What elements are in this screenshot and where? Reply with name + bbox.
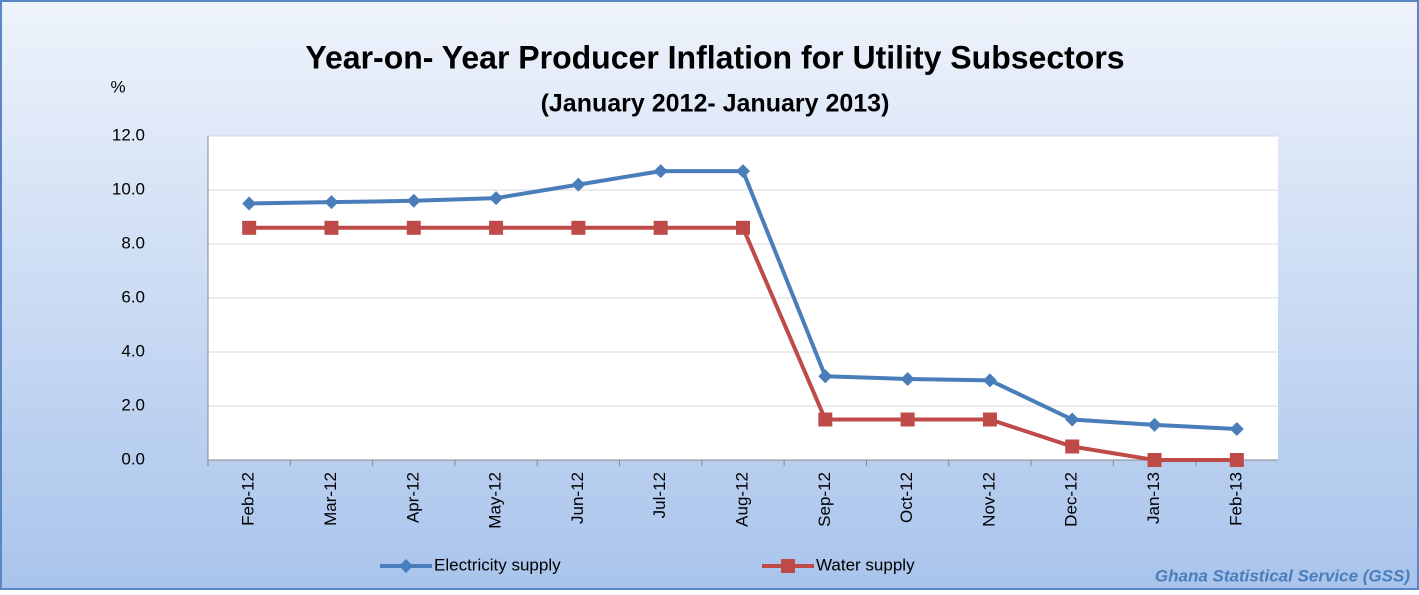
marker bbox=[900, 372, 915, 386]
chart-subtitle: (January 2012- January 2013) bbox=[541, 90, 890, 118]
marker bbox=[242, 220, 257, 235]
legend-label: Electricity supply bbox=[434, 555, 561, 574]
x-tick-label: Jul-12 bbox=[650, 472, 669, 518]
marker bbox=[653, 220, 668, 235]
marker bbox=[571, 220, 586, 235]
y-tick-label: 6.0 bbox=[121, 287, 145, 306]
x-tick-label: Nov-12 bbox=[979, 472, 998, 527]
y-tick-label: 2.0 bbox=[121, 395, 145, 414]
marker bbox=[406, 220, 421, 235]
legend-label: Water supply bbox=[816, 555, 915, 574]
x-tick-label: Oct-12 bbox=[897, 472, 916, 523]
legend-marker bbox=[399, 559, 413, 573]
x-tick-label: Apr-12 bbox=[403, 472, 422, 523]
x-tick-label: Mar-12 bbox=[321, 472, 340, 526]
y-tick-label: 10.0 bbox=[112, 179, 145, 198]
marker bbox=[489, 220, 504, 235]
x-tick-label: Dec-12 bbox=[1062, 472, 1081, 527]
marker bbox=[982, 373, 997, 388]
marker bbox=[736, 220, 750, 235]
marker bbox=[324, 220, 339, 235]
marker bbox=[1147, 417, 1162, 432]
y-tick-label: 12.0 bbox=[112, 125, 145, 144]
x-tick-label: Sep-12 bbox=[815, 472, 834, 527]
marker bbox=[406, 193, 421, 208]
marker bbox=[1065, 412, 1080, 427]
x-tick-label: Feb-13 bbox=[1226, 472, 1245, 526]
x-tick-label: May-12 bbox=[486, 472, 505, 529]
marker bbox=[324, 195, 339, 210]
marker bbox=[818, 412, 833, 427]
x-tick-label: Jan-13 bbox=[1144, 472, 1163, 524]
marker bbox=[736, 164, 750, 179]
source: Ghana Statistical Service (GSS) bbox=[1155, 566, 1410, 585]
marker bbox=[1229, 421, 1244, 436]
marker bbox=[571, 177, 586, 192]
x-tick-label: Aug-12 bbox=[732, 472, 751, 527]
chart-title: Year-on- Year Producer Inflation for Uti… bbox=[305, 39, 1124, 75]
marker bbox=[242, 196, 257, 211]
marker bbox=[982, 412, 997, 427]
x-tick-label: Jun-12 bbox=[568, 472, 587, 524]
legend-marker bbox=[781, 559, 795, 573]
x-tick-label: Feb-12 bbox=[239, 472, 258, 526]
marker bbox=[1229, 453, 1244, 467]
marker bbox=[1147, 453, 1162, 467]
marker bbox=[818, 369, 833, 384]
marker bbox=[1065, 439, 1080, 454]
y-tick-label: 0.0 bbox=[121, 449, 145, 468]
marker bbox=[489, 191, 504, 206]
y-tick-label: 4.0 bbox=[121, 341, 145, 360]
marker bbox=[900, 412, 915, 427]
y-tick-label: 8.0 bbox=[121, 233, 145, 252]
marker bbox=[653, 164, 668, 179]
y-axis-label: % bbox=[110, 77, 125, 96]
